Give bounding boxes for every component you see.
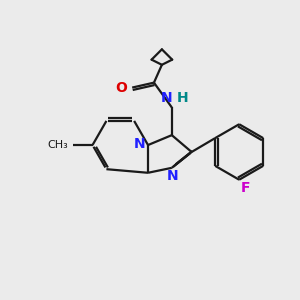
Text: O: O xyxy=(115,81,127,94)
Text: N: N xyxy=(167,169,178,183)
Text: N: N xyxy=(161,92,173,105)
Text: CH₃: CH₃ xyxy=(47,140,68,150)
Text: F: F xyxy=(241,181,250,195)
Text: N: N xyxy=(133,137,145,151)
Text: H: H xyxy=(177,92,188,105)
